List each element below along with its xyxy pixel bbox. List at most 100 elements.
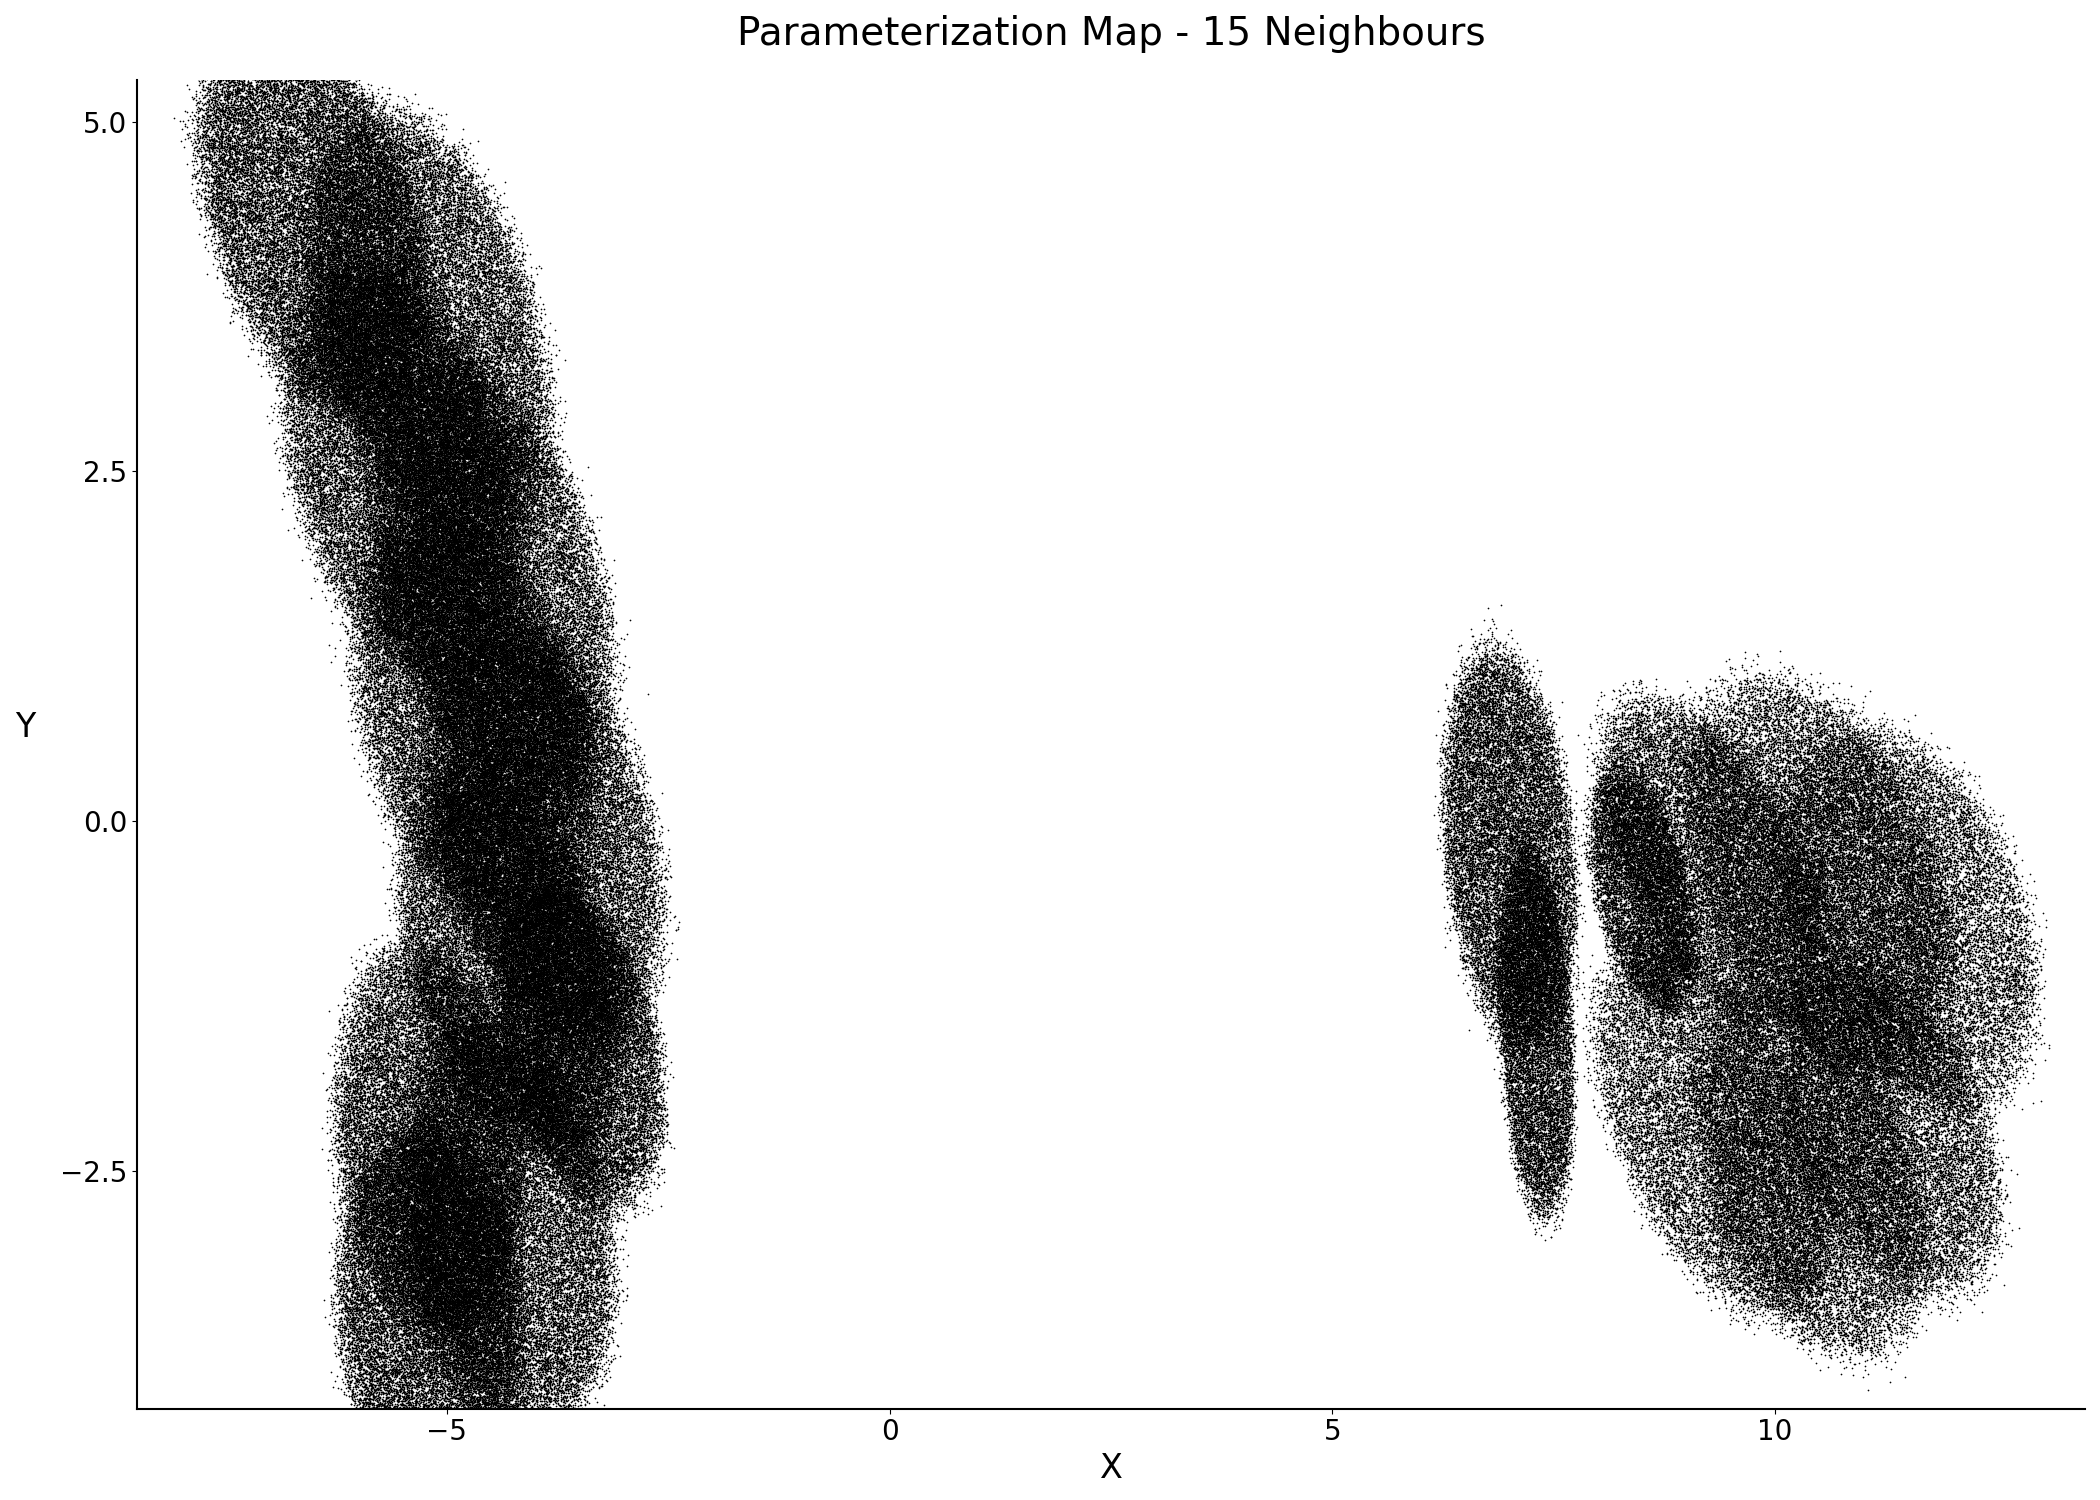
Point — [596, 728, 630, 752]
Point — [1718, 1118, 1751, 1142]
Point — [1516, 981, 1550, 1005]
Point — [433, 675, 466, 699]
Point — [1743, 1296, 1777, 1320]
Point — [1688, 754, 1722, 778]
Point — [399, 906, 433, 930]
Point — [609, 1150, 643, 1174]
Point — [1495, 1002, 1529, 1026]
Point — [422, 488, 456, 512]
Point — [1877, 984, 1911, 1008]
Point — [368, 304, 401, 328]
Point — [412, 964, 445, 988]
Point — [1882, 882, 1915, 906]
Point — [571, 1179, 605, 1203]
Point — [1751, 976, 1785, 1000]
Point — [1953, 822, 1987, 846]
Point — [489, 735, 523, 759]
Point — [1907, 1191, 1940, 1215]
Point — [447, 1264, 481, 1288]
Point — [1894, 975, 1928, 999]
Point — [1478, 700, 1512, 724]
Point — [494, 315, 527, 339]
Point — [410, 472, 443, 496]
Point — [321, 410, 355, 434]
Point — [1720, 771, 1754, 795]
Point — [401, 618, 435, 642]
Point — [546, 884, 580, 908]
Point — [458, 590, 491, 613]
Point — [380, 1362, 414, 1386]
Point — [388, 555, 422, 579]
Point — [376, 542, 410, 566]
Point — [1512, 906, 1546, 930]
Point — [504, 550, 538, 574]
Point — [1754, 790, 1787, 814]
Point — [1688, 696, 1722, 720]
Point — [342, 1344, 376, 1368]
Point — [1751, 924, 1785, 948]
Point — [1493, 1034, 1527, 1058]
Point — [624, 1108, 657, 1132]
Point — [368, 758, 401, 782]
Point — [468, 1370, 502, 1394]
Point — [1852, 827, 1886, 850]
Point — [1640, 831, 1674, 855]
Point — [514, 1274, 548, 1298]
Point — [479, 340, 512, 364]
Point — [449, 1328, 483, 1352]
Point — [357, 315, 391, 339]
Point — [405, 454, 439, 478]
Point — [584, 750, 617, 774]
Point — [1661, 726, 1695, 750]
Point — [1693, 1244, 1726, 1268]
Point — [472, 1330, 506, 1354]
Point — [1493, 981, 1527, 1005]
Point — [1783, 956, 1816, 980]
Point — [1882, 822, 1915, 846]
Point — [561, 1142, 594, 1166]
Point — [556, 898, 590, 922]
Point — [1938, 1176, 1972, 1200]
Point — [418, 579, 452, 603]
Point — [439, 975, 472, 999]
Point — [542, 975, 575, 999]
Point — [556, 900, 590, 924]
Point — [1474, 912, 1508, 936]
Point — [1665, 1119, 1699, 1143]
Point — [300, 296, 334, 320]
Point — [1470, 874, 1504, 898]
Point — [531, 460, 565, 484]
Point — [468, 419, 502, 442]
Point — [250, 248, 284, 272]
Point — [1922, 986, 1955, 1010]
Point — [556, 874, 590, 898]
Point — [344, 334, 378, 358]
Point — [447, 1164, 481, 1188]
Point — [466, 1072, 500, 1096]
Point — [298, 114, 332, 138]
Point — [1705, 1185, 1739, 1209]
Point — [491, 490, 525, 514]
Point — [298, 496, 332, 520]
Point — [472, 1304, 506, 1328]
Point — [464, 1268, 498, 1292]
Point — [491, 964, 525, 988]
Point — [561, 513, 594, 537]
Point — [1665, 1077, 1699, 1101]
Point — [1617, 732, 1651, 756]
Point — [1880, 738, 1913, 762]
Point — [567, 795, 601, 819]
Point — [1940, 984, 1974, 1008]
Point — [294, 237, 328, 261]
Point — [1922, 852, 1955, 876]
Point — [449, 780, 483, 804]
Point — [472, 816, 506, 840]
Point — [491, 819, 525, 843]
Point — [338, 600, 372, 624]
Point — [514, 699, 548, 723]
Point — [525, 1077, 559, 1101]
Point — [1754, 1094, 1787, 1118]
Point — [359, 496, 393, 520]
Point — [586, 1007, 620, 1031]
Point — [1886, 1314, 1919, 1338]
